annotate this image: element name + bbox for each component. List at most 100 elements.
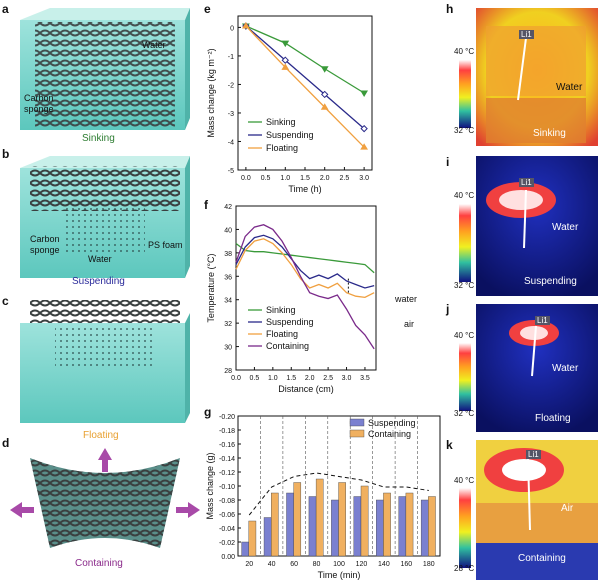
panel-letter-f: f	[204, 198, 208, 212]
ir-thermal-images	[459, 8, 598, 580]
data-point-floating	[320, 103, 329, 110]
render-suspending	[20, 156, 190, 278]
ir-k-label: Air	[561, 503, 574, 514]
x-tick-label-e: 1.5	[300, 175, 310, 182]
x-axis-label-e: Time (h)	[288, 184, 321, 194]
x-tick-label-f: 1.0	[268, 375, 278, 382]
bar-suspending	[331, 499, 339, 557]
data-point-floating	[360, 143, 369, 150]
y-tick-label-g: -0.16	[219, 442, 235, 449]
panel-letter-h: h	[446, 2, 454, 16]
y-tick-label-g: 0.00	[221, 554, 235, 561]
series-line-containing	[235, 224, 375, 350]
plot-frame-f	[235, 205, 377, 371]
legend-label-f: Suspending	[266, 317, 314, 327]
y-tick-label-g: -0.18	[219, 428, 235, 435]
x-tick-label-f: 2.0	[305, 375, 315, 382]
data-point-floating	[281, 63, 290, 70]
y-axis-label-f: Temperature (°C)	[206, 253, 216, 322]
ir-i-scale-bottom: 32 °C	[454, 281, 475, 290]
bar-suspending	[398, 496, 407, 557]
y-tick-label-g: -0.12	[219, 470, 235, 477]
ir-h-caption: Sinking	[533, 128, 566, 139]
x-axis-label-g: Time (min)	[318, 570, 361, 580]
y-tick-label-f: 28	[224, 368, 232, 375]
y-tick-label-f: 36	[224, 274, 232, 281]
x-tick-label-f: 3.5	[360, 375, 370, 382]
y-tick-label-f: 30	[224, 345, 232, 352]
annot-water: water	[395, 294, 418, 304]
data-point-sinking	[320, 66, 329, 73]
y-tick-label-e: -3	[228, 111, 234, 118]
x-tick-label-e: 0.5	[261, 175, 271, 182]
legend-label-f: Sinking	[266, 305, 296, 315]
render-containing	[10, 448, 200, 548]
y-tick-label-e: 0	[230, 25, 234, 32]
y-tick-label-e: -4	[228, 139, 234, 146]
y-tick-label-e: -2	[228, 82, 234, 89]
x-tick-label-e: 2.5	[340, 175, 350, 182]
ir-containing	[459, 440, 598, 580]
panel-letter-g: g	[204, 405, 212, 419]
panel-letter-k: k	[446, 438, 453, 452]
x-tick-label-e: 1.0	[280, 175, 290, 182]
x-tick-label-g: 160	[400, 561, 412, 568]
caption-containing: Containing	[75, 558, 123, 569]
label-carbon-a: Carbon sponge	[24, 93, 54, 114]
panel-letter-b: b	[2, 147, 10, 161]
legend-label-e: Floating	[266, 143, 298, 153]
legend-label-e: Suspending	[266, 130, 314, 140]
ir-i-label: Water	[552, 222, 579, 233]
y-tick-label-g: -0.06	[219, 512, 235, 519]
y-tick-label-g: -0.10	[219, 484, 235, 491]
label-ps-foam: PS foam	[148, 240, 183, 250]
chart-f: 0.0 0.5 1.0 1.5 2.0 2.5 3.0 3.5 28 30 32 34 36 38 40 42…	[206, 204, 377, 394]
y-tick-label-e: -5	[228, 168, 234, 175]
ir-i-li: Li1	[519, 178, 534, 187]
x-tick-label-g: 180	[423, 561, 435, 568]
y-tick-label-g: -0.14	[219, 456, 235, 463]
ir-j-caption: Floating	[535, 413, 571, 424]
bar-containing	[338, 482, 346, 557]
caption-floating: Floating	[83, 430, 119, 441]
x-tick-label-g: 60	[290, 561, 298, 568]
y-tick-label-g: -0.04	[219, 526, 235, 533]
panel-letter-j: j	[446, 302, 450, 316]
x-tick-label-g: 40	[268, 561, 276, 568]
x-tick-label-g: 80	[313, 561, 321, 568]
ir-suspending	[459, 156, 598, 296]
label-water-b: Water	[88, 254, 112, 264]
bar-suspending	[420, 499, 429, 557]
legend-label-f: Floating	[266, 329, 298, 339]
series-line-suspending	[245, 25, 365, 130]
y-axis-label-g: Mass change (g)	[205, 452, 215, 519]
x-tick-label-e: 3.0	[359, 175, 369, 182]
bar-containing	[271, 492, 279, 557]
data-point-suspending	[320, 90, 329, 99]
bar-containing	[360, 485, 369, 557]
series-line-sinking	[245, 25, 365, 94]
chart-e: 0.0 0.5 1.0 1.5 2.0 2.5 3.0 0 -1 -2 -3 -4 -5 Time (h)…	[206, 15, 373, 194]
x-tick-label-f: 2.5	[323, 375, 333, 382]
caption-sinking: Sinking	[82, 133, 115, 144]
ir-i-caption: Suspending	[524, 276, 577, 287]
x-tick-label-f: 1.5	[286, 375, 296, 382]
data-point-sinking	[360, 90, 369, 97]
annot-air: air	[404, 319, 415, 329]
ir-k-caption: Containing	[518, 553, 566, 564]
legend-label-f: Containing	[266, 341, 309, 351]
legend-label-g: Containing	[368, 429, 411, 439]
chart-g: -0.20 -0.18 -0.16 -0.14 -0.12 -0.10 -0.08 -0.06…	[205, 414, 441, 580]
bar-containing	[248, 520, 257, 557]
x-tick-label-f: 0.5	[250, 375, 260, 382]
x-tick-label-e: 2.0	[320, 175, 330, 182]
bar-containing	[428, 496, 436, 557]
series-line-sinking	[235, 242, 375, 274]
x-tick-label-e: 0.0	[241, 175, 251, 182]
bar-suspending	[286, 492, 294, 557]
bar-containing	[293, 482, 302, 557]
x-tick-label-f: 0.0	[231, 375, 241, 382]
bar-containing	[383, 492, 391, 557]
data-point-suspending	[281, 56, 290, 64]
ir-j-scale-bottom: 32 °C	[454, 409, 475, 418]
